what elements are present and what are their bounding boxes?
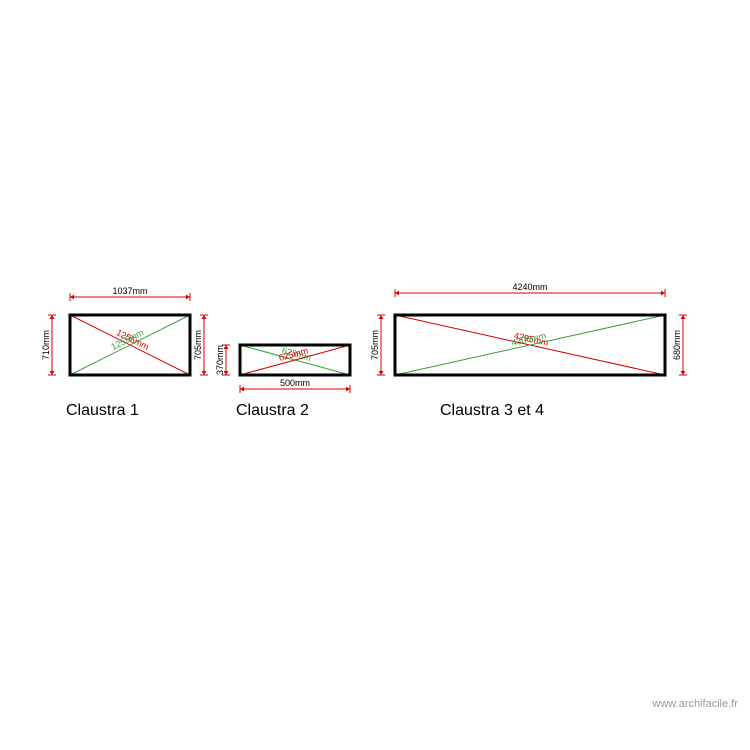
svg-text:680mm: 680mm <box>672 330 682 360</box>
claustra34-dim-top: 4240mm <box>395 282 665 297</box>
svg-text:1037mm: 1037mm <box>112 286 147 296</box>
claustra1: 1255mm1255mm1037mm710mm705mmClaustra 1 <box>41 286 208 419</box>
claustra2: 625mm625mm500mm370mmClaustra 2 <box>215 345 350 419</box>
svg-text:370mm: 370mm <box>215 345 225 375</box>
claustra1-dim-top: 1037mm <box>70 286 190 301</box>
claustra2-dim-bottom: 500mm <box>240 378 350 393</box>
claustra1-dim-left: 710mm <box>41 315 56 375</box>
claustra34-dim-right: 680mm <box>672 315 687 375</box>
watermark-text: www.archifacile.fr <box>652 698 738 710</box>
svg-text:705mm: 705mm <box>370 330 380 360</box>
claustra34: 4295mm4300mm4240mm705mm680mmClaustra 3 e… <box>370 282 687 419</box>
svg-text:705mm: 705mm <box>193 330 203 360</box>
claustra2-label: Claustra 2 <box>236 402 309 419</box>
diagram-canvas: 1255mm1255mm1037mm710mm705mmClaustra 162… <box>0 0 750 750</box>
claustra34-dim-left: 705mm <box>370 315 385 375</box>
svg-text:4240mm: 4240mm <box>512 282 547 292</box>
claustra1-dim-right: 705mm <box>193 315 208 375</box>
svg-text:710mm: 710mm <box>41 330 51 360</box>
svg-text:500mm: 500mm <box>280 378 310 388</box>
claustra2-dim-left: 370mm <box>215 345 230 375</box>
claustra34-label: Claustra 3 et 4 <box>440 402 544 419</box>
claustra1-label: Claustra 1 <box>66 402 139 419</box>
